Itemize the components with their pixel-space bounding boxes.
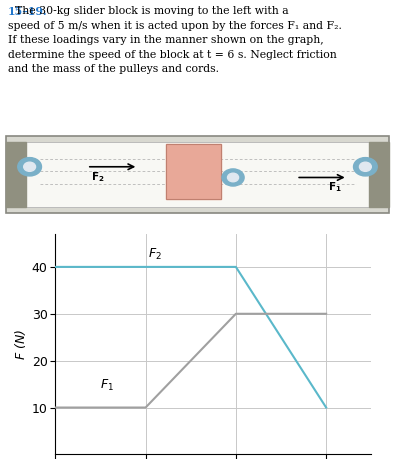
Text: $F_1$: $F_1$: [100, 378, 115, 393]
Circle shape: [354, 157, 377, 176]
Circle shape: [222, 169, 244, 186]
Text: $F_2$: $F_2$: [148, 246, 162, 262]
Text: 15–19.: 15–19.: [8, 6, 47, 17]
Circle shape: [359, 162, 371, 171]
Circle shape: [18, 157, 41, 176]
Text: The 30-kg slider block is moving to the left with a
speed of 5 m/s when it is ac: The 30-kg slider block is moving to the …: [8, 6, 342, 74]
Bar: [6, 142, 26, 207]
FancyBboxPatch shape: [6, 136, 389, 213]
Bar: [166, 144, 221, 199]
Bar: [369, 142, 389, 207]
Circle shape: [24, 162, 36, 171]
Text: $\mathbf{F_1}$: $\mathbf{F_1}$: [328, 180, 342, 194]
Y-axis label: $F$ (N): $F$ (N): [13, 329, 28, 360]
FancyBboxPatch shape: [10, 142, 385, 207]
Text: $\mathbf{F_2}$: $\mathbf{F_2}$: [91, 171, 104, 185]
Bar: [166, 144, 221, 199]
Circle shape: [228, 173, 239, 182]
